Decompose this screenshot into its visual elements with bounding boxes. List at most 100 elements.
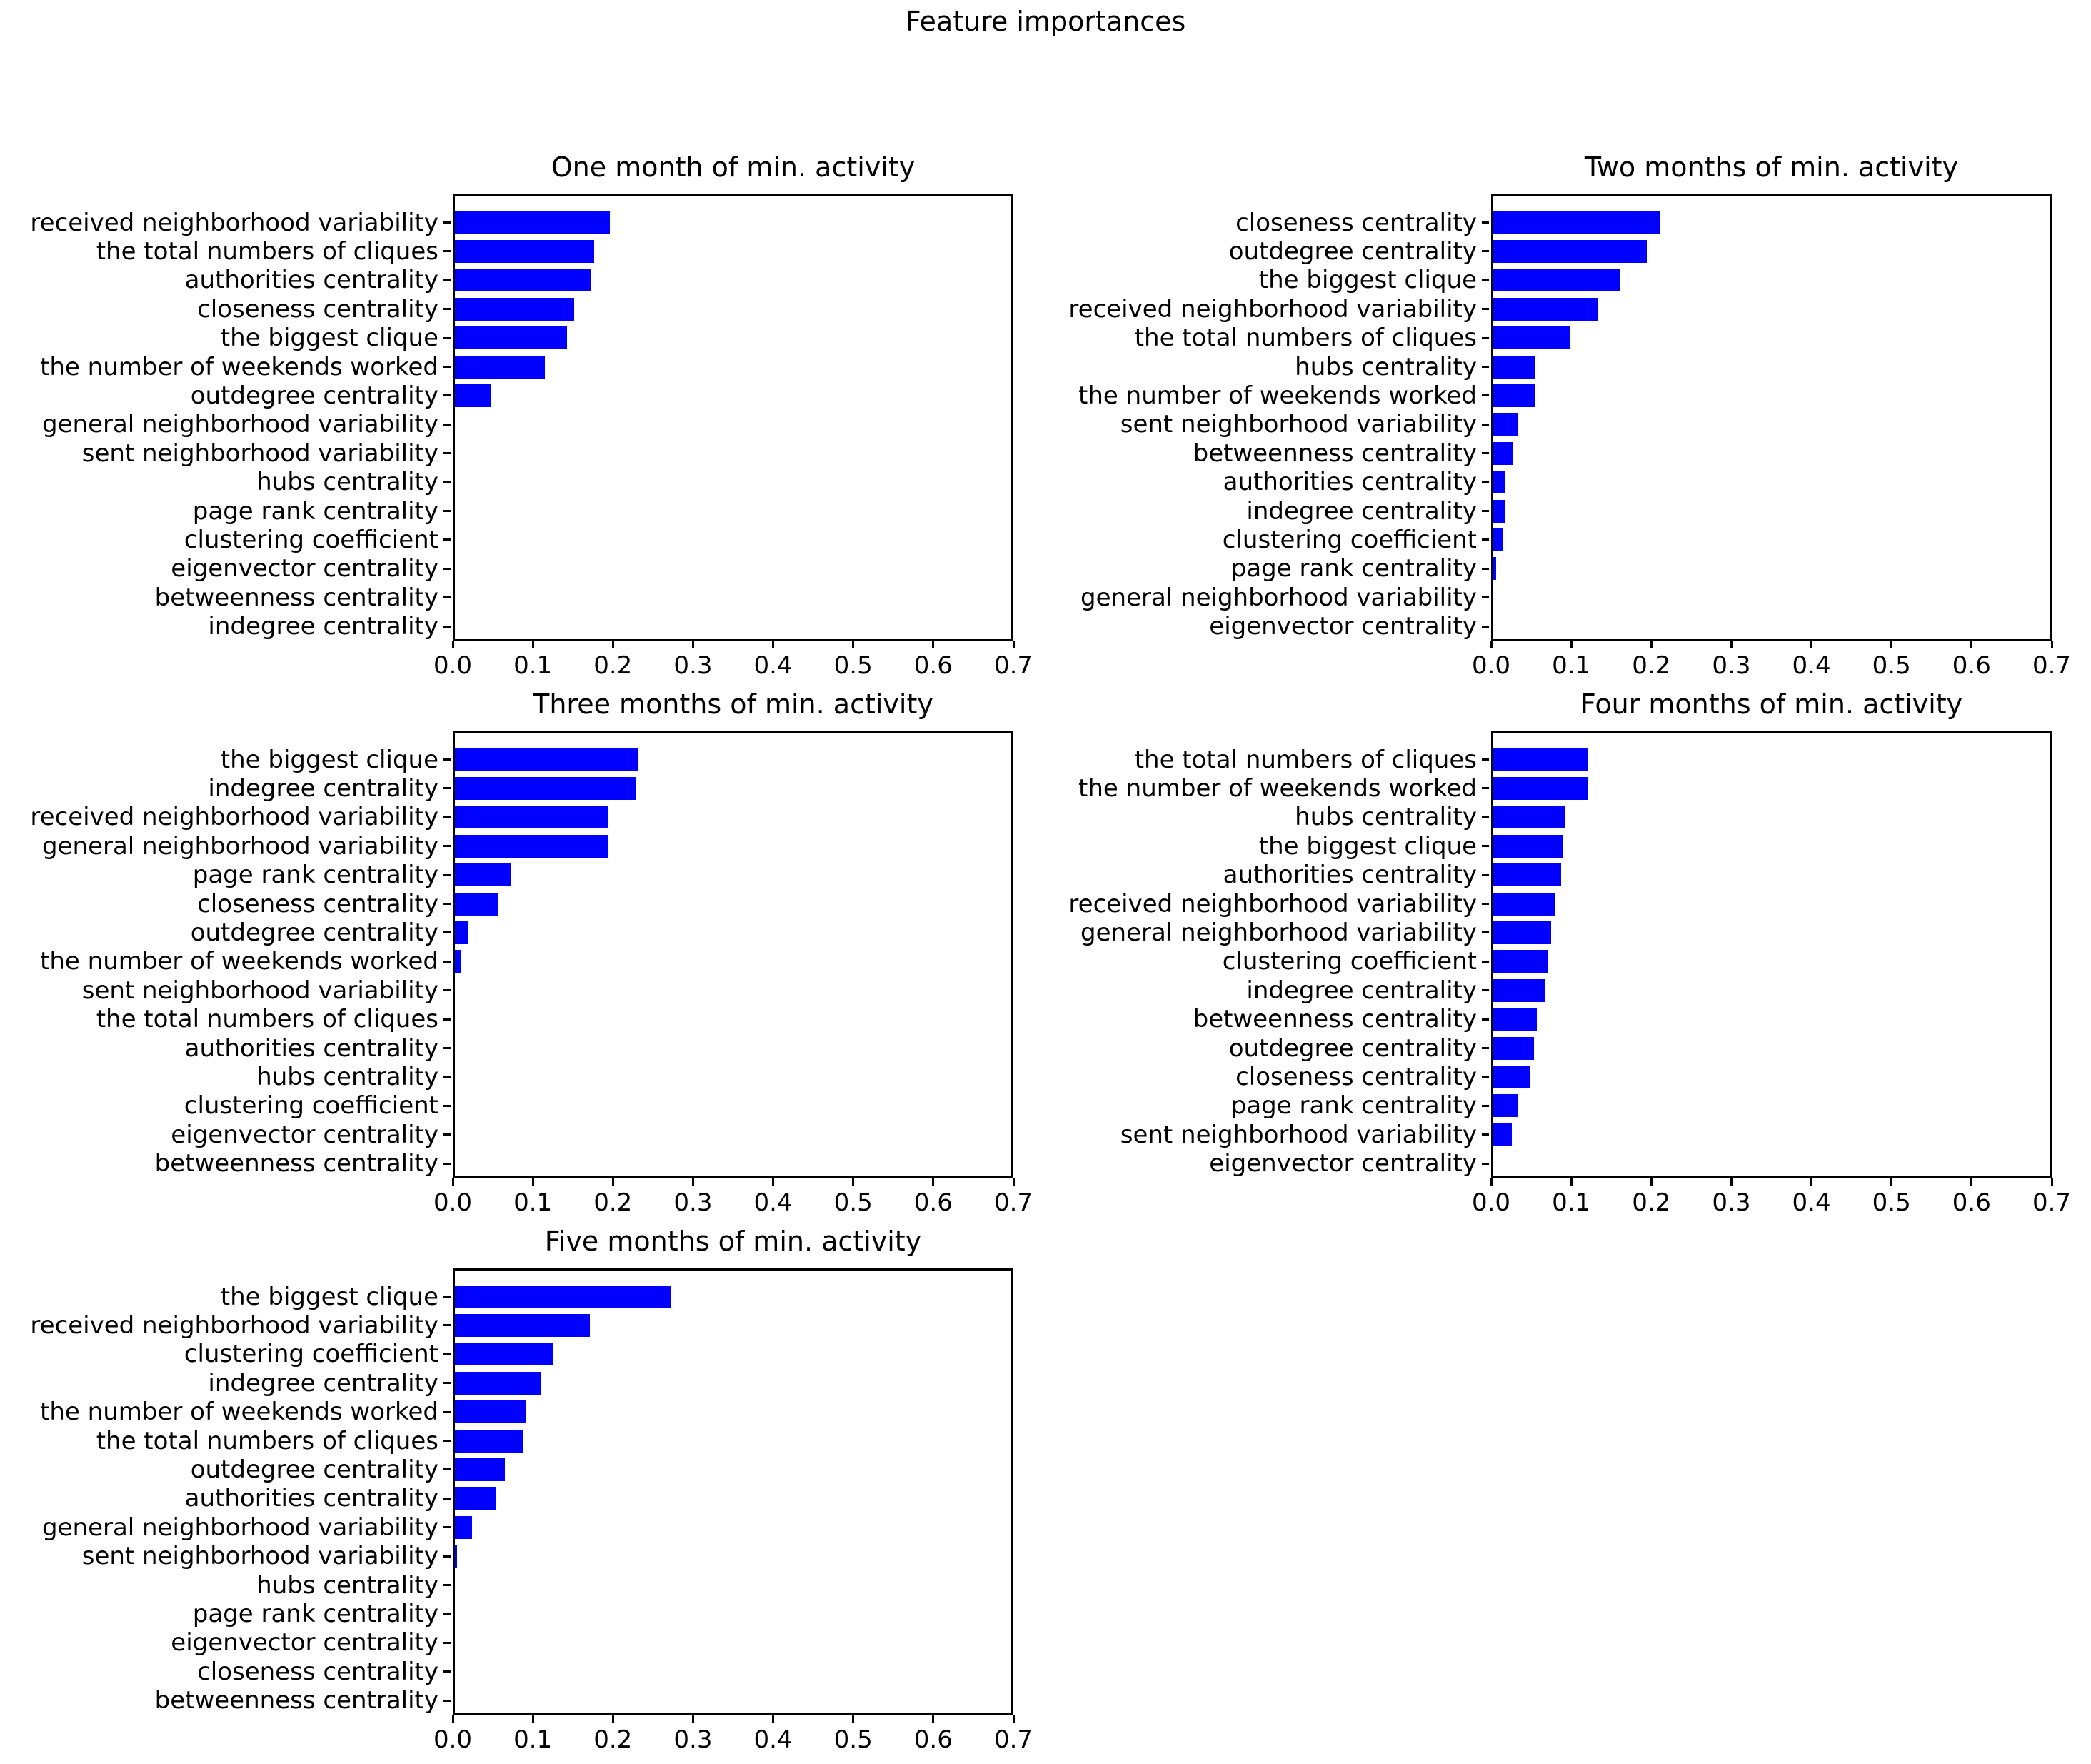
subplot-title: Five months of min. activity — [544, 1226, 922, 1257]
y-tick — [443, 452, 451, 455]
y-tick — [1482, 1047, 1489, 1049]
x-tick-label: 0.5 — [833, 1725, 873, 1754]
bar-sent-neighborhood-variability — [1493, 1123, 1512, 1146]
x-tick-label: 0.7 — [2032, 1188, 2072, 1217]
x-tick — [451, 641, 454, 648]
x-tick-label: 0.4 — [753, 1725, 793, 1754]
bar-closeness-centrality — [1493, 211, 1660, 234]
x-tick-label: 0.6 — [1952, 1188, 1991, 1217]
y-tick — [1482, 596, 1489, 599]
x-tick-label: 0.3 — [1712, 651, 1751, 680]
bar-indegree-centrality — [1493, 978, 1545, 1002]
y-tick-label: betweenness centrality — [154, 583, 438, 612]
axes — [1491, 194, 2052, 641]
x-tick — [691, 641, 694, 648]
bar-general-neighborhood-variability — [455, 1515, 473, 1539]
y-tick-label: the number of weekends worked — [40, 1398, 438, 1427]
subplot-title: Three months of min. activity — [533, 688, 933, 720]
x-tick-label: 0.5 — [833, 1188, 873, 1217]
x-tick — [531, 641, 534, 648]
bar-closeness-centrality — [1493, 1065, 1531, 1088]
x-tick-label: 0.1 — [513, 651, 553, 680]
x-tick-label: 0.3 — [1712, 1188, 1751, 1217]
y-tick — [1482, 845, 1489, 848]
y-tick-label: the total numbers of cliques — [1134, 745, 1477, 774]
y-tick-label: indegree centrality — [208, 1368, 438, 1398]
y-tick — [1482, 989, 1489, 992]
y-tick — [443, 336, 451, 339]
bar-general-neighborhood-variability — [455, 834, 608, 858]
y-tick — [1482, 960, 1489, 963]
y-tick — [443, 366, 451, 368]
y-tick-label: hubs centrality — [1295, 352, 1477, 381]
bar-outdegree-centrality — [455, 384, 492, 407]
bar-betweenness-centrality — [1493, 1008, 1538, 1031]
bar-authorities-centrality — [1493, 863, 1561, 887]
x-tick — [611, 1178, 614, 1186]
x-tick — [932, 641, 935, 648]
y-tick-label: page rank centrality — [1230, 1091, 1477, 1121]
y-tick-label: page rank centrality — [1230, 554, 1477, 583]
y-tick — [1482, 1018, 1489, 1021]
figure-title: Feature importances — [905, 6, 1186, 37]
bar-the-total-numbers-of-cliques — [455, 1429, 523, 1453]
y-tick-label: closeness centrality — [197, 294, 438, 324]
x-tick-label: 0.3 — [673, 651, 713, 680]
y-tick-label: outdegree centrality — [190, 381, 438, 410]
x-tick — [1810, 641, 1813, 648]
y-tick — [443, 1613, 451, 1615]
y-tick-label: general neighborhood variability — [42, 831, 438, 861]
y-tick — [443, 1555, 451, 1558]
y-tick-label: authorities centrality — [184, 266, 438, 295]
y-tick — [1482, 931, 1489, 934]
y-tick — [443, 1670, 451, 1673]
y-tick — [1482, 481, 1489, 483]
y-tick — [443, 423, 451, 426]
y-tick — [443, 903, 451, 905]
bar-closeness-centrality — [455, 892, 499, 916]
y-tick — [443, 279, 451, 281]
y-tick — [443, 1324, 451, 1327]
y-tick-label: the biggest clique — [220, 1282, 438, 1311]
x-tick — [691, 1715, 694, 1723]
y-tick-label: the total numbers of cliques — [96, 1005, 438, 1034]
bar-outdegree-centrality — [1493, 239, 1647, 263]
y-tick — [1482, 567, 1489, 570]
y-tick-label: eigenvector centrality — [1209, 1149, 1477, 1178]
x-tick — [1650, 641, 1653, 648]
x-tick-label: 0.6 — [913, 651, 953, 680]
bar-the-total-numbers-of-cliques — [1493, 326, 1570, 350]
x-tick — [772, 1715, 775, 1723]
y-tick — [443, 989, 451, 992]
bar-the-biggest-clique — [1493, 834, 1563, 858]
bar-indegree-centrality — [1493, 499, 1505, 523]
y-tick-label: authorities centrality — [1223, 468, 1477, 497]
y-tick-label: the total numbers of cliques — [96, 1426, 438, 1455]
axes — [453, 1268, 1013, 1715]
bar-sent-neighborhood-variability — [1493, 413, 1518, 436]
x-tick-label: 0.2 — [1632, 1188, 1671, 1217]
y-tick-label: betweenness centrality — [1193, 1005, 1477, 1034]
y-tick-label: the total numbers of cliques — [1134, 324, 1477, 353]
bar-the-biggest-clique — [455, 1285, 671, 1308]
x-tick-label: 0.5 — [833, 651, 873, 680]
x-tick-label: 0.6 — [913, 1188, 953, 1217]
axes — [453, 194, 1013, 641]
x-tick-label: 0.7 — [993, 651, 1033, 680]
bar-clustering-coefficient — [455, 1343, 553, 1366]
y-tick — [443, 787, 451, 790]
y-tick — [1482, 873, 1489, 876]
y-tick-label: closeness centrality — [1235, 1062, 1477, 1091]
bar-hubs-centrality — [1493, 806, 1565, 829]
y-tick — [443, 221, 451, 224]
x-tick-label: 0.7 — [2032, 651, 2072, 680]
y-tick-label: indegree centrality — [208, 773, 438, 803]
y-tick-label: closeness centrality — [1235, 208, 1477, 237]
y-tick-label: indegree centrality — [1246, 496, 1477, 526]
bar-the-total-numbers-of-cliques — [1493, 748, 1588, 771]
x-tick — [852, 1178, 855, 1186]
y-tick — [443, 1584, 451, 1586]
bar-general-neighborhood-variability — [1493, 921, 1552, 944]
axes — [453, 731, 1013, 1178]
